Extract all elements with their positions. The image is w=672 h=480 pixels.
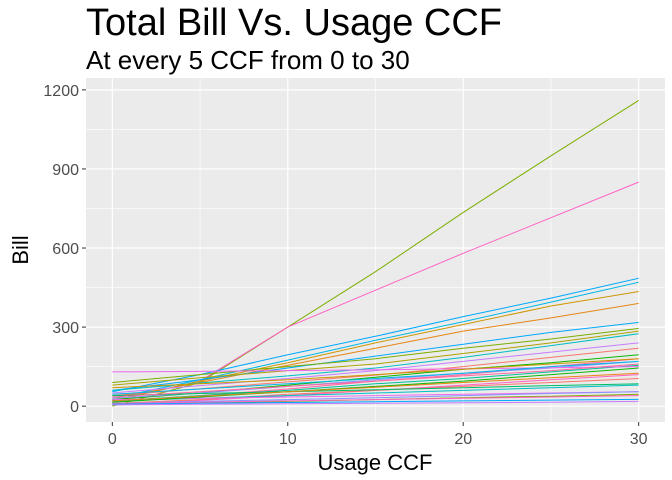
axis-ticks [82, 89, 640, 426]
x-tick-label: 0 [108, 431, 117, 448]
series-lines [112, 99, 639, 407]
series-line-7 [112, 321, 639, 391]
series-line-16 [112, 364, 639, 402]
series-line-27 [112, 400, 639, 406]
x-tick-labels: 0 10 20 30 [108, 431, 648, 448]
y-tick-label: 900 [52, 162, 79, 179]
series-line-10 [112, 333, 639, 391]
chart-title: Total Bill Vs. Usage CCF [86, 2, 503, 44]
series-line-25 [112, 395, 639, 404]
series-line-9 [112, 330, 639, 386]
series-line-17 [112, 366, 639, 373]
series-line-26 [112, 398, 639, 405]
series-line-30 [112, 363, 639, 398]
x-axis-title: Usage CCF [318, 450, 433, 475]
grid-major-lines [86, 78, 665, 422]
series-line-20 [112, 383, 639, 397]
x-tick-label: 30 [630, 431, 648, 448]
y-tick-labels: 0 300 600 900 1200 [43, 83, 79, 416]
y-tick-label: 0 [70, 399, 79, 416]
series-line-28 [112, 358, 639, 389]
x-tick-label: 10 [279, 431, 297, 448]
series-line-32 [112, 372, 639, 402]
y-axis-title: Bill [8, 235, 33, 264]
y-tick-label: 300 [52, 320, 79, 337]
series-line-23 [112, 391, 639, 404]
series-line-29 [112, 360, 639, 395]
series-line-5 [112, 291, 639, 402]
chart-subtitle: At every 5 CCF from 0 to 30 [86, 45, 410, 75]
series-line-11 [112, 342, 639, 394]
x-tick-label: 20 [454, 431, 472, 448]
series-line-8 [112, 327, 639, 383]
y-tick-label: 600 [52, 241, 79, 258]
series-line-31 [112, 367, 639, 403]
series-line-19 [112, 378, 639, 404]
y-tick-label: 1200 [43, 83, 79, 100]
